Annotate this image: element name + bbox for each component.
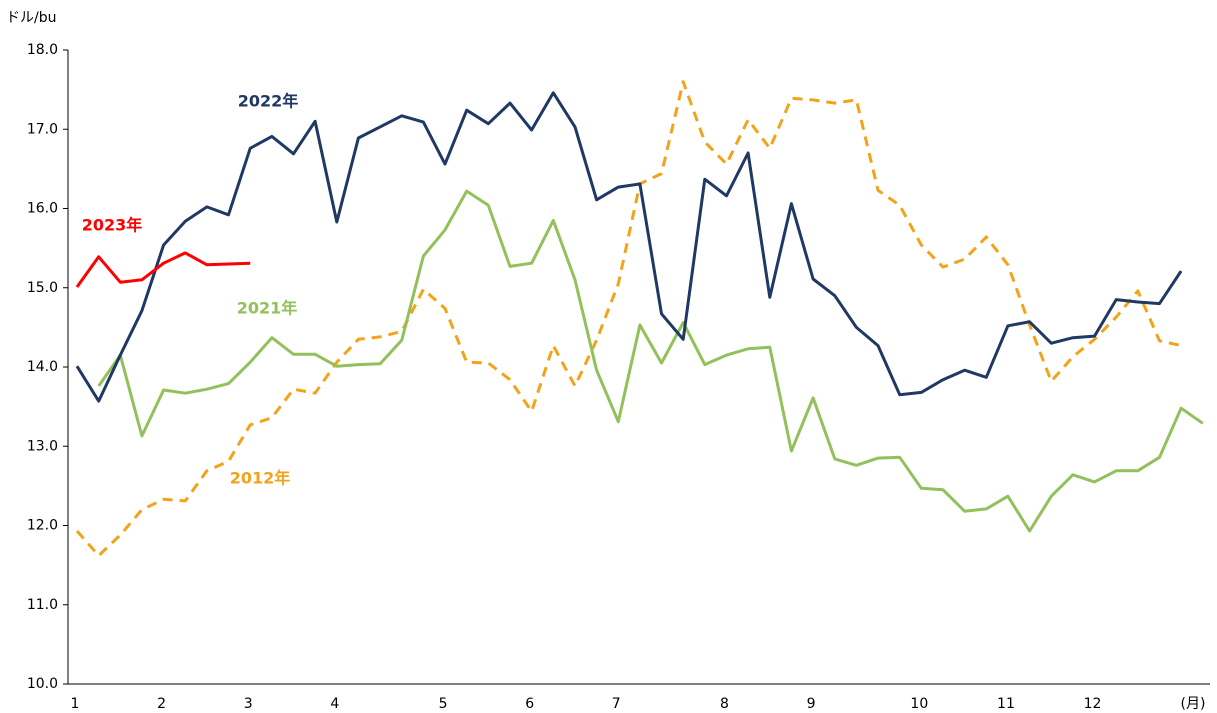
y-tick-label: 15.0: [27, 280, 58, 296]
y-tick-label: 13.0: [27, 438, 58, 454]
x-tick-label: 5: [439, 696, 448, 712]
x-axis-unit: (月): [1181, 696, 1206, 712]
y-tick-label: 14.0: [27, 359, 58, 375]
x-tick-label: 6: [525, 696, 534, 712]
series-line: [97, 189, 1204, 533]
x-tick-label: 11: [997, 696, 1015, 712]
x-tick-label: 12: [1084, 696, 1102, 712]
series-line: [75, 91, 1183, 403]
series-line: [75, 80, 1182, 558]
y-tick-label: 18.0: [27, 42, 58, 58]
x-tick-label: 7: [612, 696, 621, 712]
x-tick-label: 10: [910, 696, 928, 712]
y-tick-label: 10.0: [27, 676, 58, 692]
series-label: 2021年: [237, 299, 298, 318]
y-tick-label: 16.0: [27, 201, 58, 217]
series-label: 2022年: [238, 92, 299, 111]
series-label: 2012年: [230, 469, 291, 488]
y-axis-label: ドル/bu: [6, 10, 56, 26]
series-line: [75, 251, 251, 288]
x-tick-label: 4: [330, 696, 339, 712]
x-tick-label: 1: [71, 696, 80, 712]
series-label: 2023年: [82, 216, 143, 235]
y-tick-label: 11.0: [27, 597, 58, 613]
y-tick-label: 12.0: [27, 518, 58, 534]
x-tick-label: 3: [244, 696, 253, 712]
x-tick-label: 2: [157, 696, 166, 712]
x-tick-label: 9: [807, 696, 816, 712]
y-tick-label: 17.0: [27, 121, 58, 137]
x-tick-label: 8: [720, 696, 729, 712]
